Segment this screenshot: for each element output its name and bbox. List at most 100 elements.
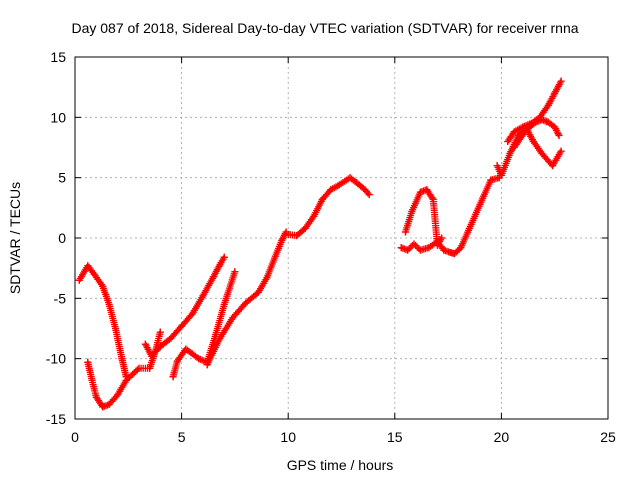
data-point [263,274,271,282]
data-point [429,195,437,203]
data-point [220,300,228,308]
data-point [497,171,505,179]
x-tick-label: 5 [178,429,186,445]
x-tick-label: 10 [280,429,296,445]
data-point [517,134,525,142]
data-point [92,393,100,401]
data-point [365,191,373,199]
data-point [510,144,518,151]
data-point [440,246,448,254]
data-point [335,181,343,189]
y-tick-label: 10 [50,109,66,125]
data-point [404,246,412,254]
data-point [114,391,122,399]
data-point [216,334,224,342]
y-axis-label: SDTVAR / TECUs [7,182,23,294]
data-point [293,232,301,240]
data-point [557,147,565,155]
data-point [284,230,292,238]
data-point [352,178,360,186]
data-point [88,376,96,384]
data-point [169,373,177,381]
data-point [178,322,186,330]
x-tick-label: 20 [494,429,510,445]
x-tick-label: 15 [387,429,403,445]
y-tick-label: -5 [54,290,67,306]
grid-lines [75,57,608,419]
y-tick-label: 0 [58,230,66,246]
y-tick-label: 15 [50,49,66,65]
data-point [397,244,405,252]
data-point [493,162,501,170]
data-point [135,364,143,372]
data-point [242,299,250,307]
data-point [529,137,537,145]
data-point [216,261,224,269]
data-point [99,403,107,411]
data-point [210,273,218,281]
y-tick-label: 5 [58,170,66,186]
data-point [557,77,565,85]
data-point [188,310,196,318]
data-point [433,241,441,249]
data-point [112,325,120,332]
data-point [156,328,164,336]
data-point [416,188,424,196]
data-point [544,101,552,109]
data-point [538,116,546,124]
data-point [84,358,92,366]
data-point [361,186,369,194]
data-point [327,186,335,194]
data-point [199,292,207,300]
data-point [167,334,175,342]
data-point [231,268,239,276]
data-point [506,150,514,158]
data-point [301,224,309,232]
data-point [254,288,262,296]
data-point [173,357,181,365]
x-axis-label: GPS time / hours [287,457,394,473]
data-point [310,212,318,220]
data-point [148,352,156,360]
data-point [99,282,107,290]
data-point [523,125,531,133]
data-point [544,118,552,126]
data-track [141,253,228,360]
x-tick-label: 25 [600,429,616,445]
data-track [510,116,563,151]
data-track [397,174,503,258]
data-point [346,174,354,182]
x-tick-label: 0 [71,429,79,445]
data-point [450,250,458,258]
data-point [156,343,164,351]
data-point [538,150,546,158]
data-track [284,174,373,240]
data-point [549,162,557,170]
data-point [504,137,512,145]
data-point [423,186,431,194]
data-point [75,276,83,284]
data-point [510,128,518,136]
data-point [555,131,563,139]
data-point [141,340,149,348]
data-point [146,364,154,372]
data-point [105,300,113,308]
data-point [425,244,433,252]
data-point [408,207,416,215]
data-point [90,270,98,278]
data-point [476,200,484,208]
data-point [551,89,559,97]
data-point [438,234,446,242]
data-point [195,355,203,363]
y-tick-label: -10 [46,351,66,367]
data-track [401,186,446,249]
data-point [551,123,559,131]
data-point [118,355,126,363]
data-point [220,253,228,261]
data-track [169,268,239,381]
axis-ticks: 0 5 10 15 20 25 -15 -10 -5 0 5 10 15 [46,49,616,445]
data-point [519,123,527,131]
data-point [318,195,326,203]
data-point [182,345,190,353]
